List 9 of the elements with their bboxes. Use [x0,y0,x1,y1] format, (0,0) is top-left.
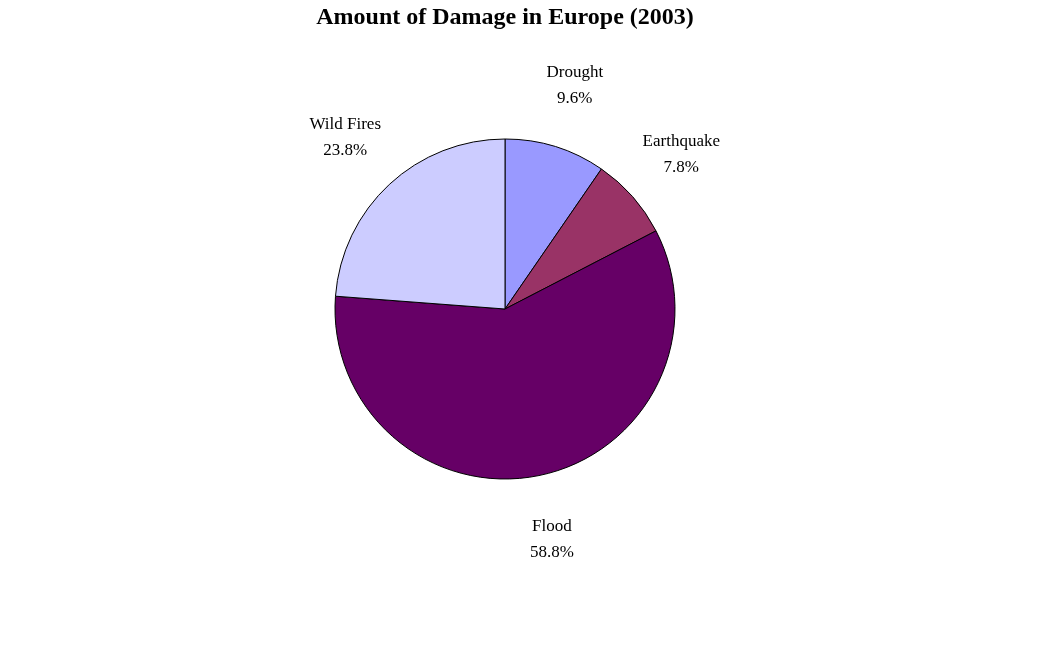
data-label: 7.8% [663,156,699,176]
data-label: 58.8% [529,542,574,562]
chart-title: Amount of Damage in Europe (2003) [316,3,694,29]
data-label: 9.6% [557,87,593,107]
data-label: 23.8% [323,139,368,159]
slice-label: Flood [532,516,573,536]
slice-label: Drought [546,61,604,81]
slice-label: Earthquake [642,130,720,150]
slice-label: Wild Fires [309,113,381,133]
